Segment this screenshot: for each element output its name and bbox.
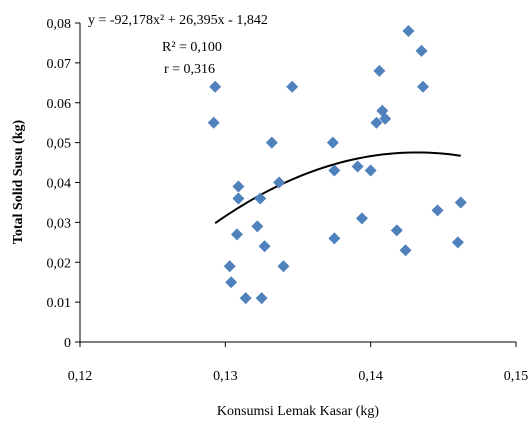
x-tick-label: 0,15	[504, 369, 529, 384]
y-tick-label: 0,02	[47, 256, 72, 271]
data-point	[258, 240, 271, 253]
data-point	[232, 192, 245, 205]
data-point	[416, 80, 429, 93]
data-point	[328, 164, 341, 177]
y-tick-label: 0.01	[47, 296, 72, 311]
data-point	[230, 228, 243, 241]
data-point	[207, 116, 220, 129]
data-point	[225, 276, 238, 289]
y-tick-label: 0.06	[47, 97, 72, 112]
x-tick-label: 0,12	[68, 369, 93, 384]
y-tick-label: 0,05	[47, 137, 72, 152]
data-point	[328, 232, 341, 245]
correlation-label: r = 0,316	[164, 62, 215, 77]
data-point	[355, 212, 368, 225]
data-points	[207, 24, 467, 305]
data-point	[277, 260, 290, 273]
data-point	[451, 236, 464, 249]
data-point	[223, 260, 236, 273]
data-point	[286, 80, 299, 93]
data-point	[351, 160, 364, 173]
y-tick-label: 0,08	[47, 17, 72, 32]
y-tick-label: 0,03	[47, 216, 72, 231]
data-point	[254, 192, 267, 205]
y-axis-title: Total Solid Susu (kg)	[11, 119, 26, 244]
data-point	[370, 116, 383, 129]
data-point	[373, 64, 386, 77]
data-point	[209, 80, 222, 93]
data-point	[454, 196, 467, 209]
x-tick-label: 0,13	[213, 369, 238, 384]
data-point	[379, 112, 392, 125]
data-point	[364, 164, 377, 177]
data-point	[239, 292, 252, 305]
y-tick-label: 0,04	[47, 177, 72, 192]
data-point	[255, 292, 268, 305]
data-point	[431, 204, 444, 217]
x-axis-title: Konsumsi Lemak Kasar (kg)	[217, 404, 379, 419]
x-tick-label: 0,14	[358, 369, 383, 384]
r-squared-label: R² = 0,100	[162, 40, 222, 55]
data-point	[265, 136, 278, 149]
data-point	[415, 44, 428, 57]
y-tick-label: 0.07	[47, 57, 72, 72]
y-tick-label: 0	[64, 336, 71, 351]
data-point	[402, 24, 415, 37]
data-point	[326, 136, 339, 149]
y-axis-ticks: 0 0.01 0,02 0,03 0,04 0,05 0.06 0.07 0,08	[47, 17, 80, 351]
x-axis-ticks: 0,12 0,13 0,14 0,15	[68, 342, 529, 384]
trendline	[214, 151, 461, 225]
regression-equation: y = -92,178x² + 26,395x - 1,842	[88, 13, 268, 28]
data-point	[399, 244, 412, 257]
data-point	[232, 180, 245, 193]
data-point	[273, 176, 286, 189]
data-point	[390, 224, 403, 237]
data-point	[251, 220, 264, 233]
